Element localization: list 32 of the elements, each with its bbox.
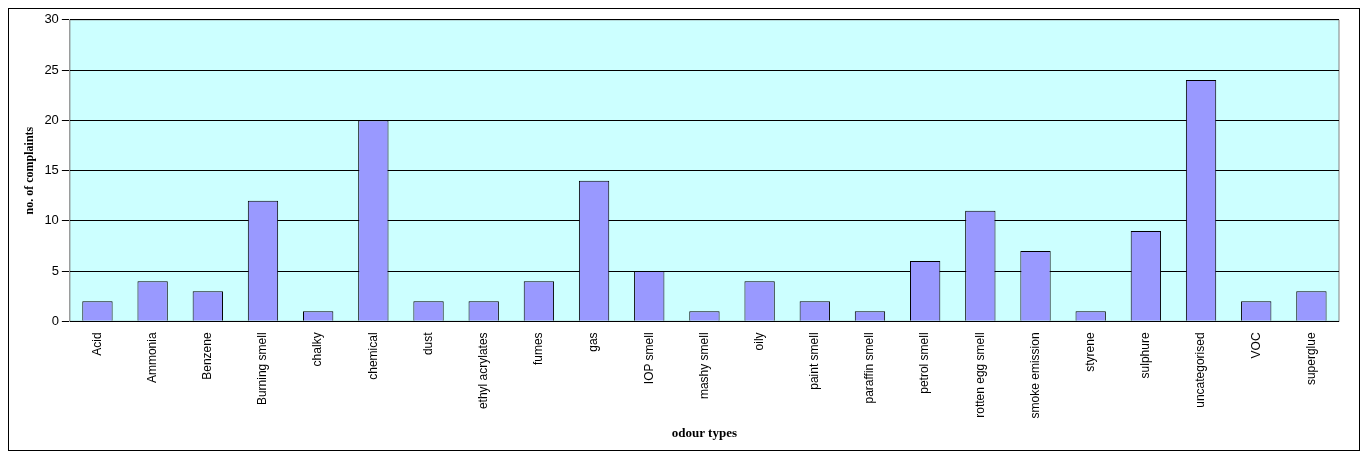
x-tick-label: dust [420,331,435,356]
x-tick-label: Acid [89,332,104,356]
x-tick-label: fumes [531,332,546,366]
x-axis-title: odour types [671,424,737,440]
x-tick-label: gas [586,332,601,352]
y-tick-label: 20 [44,111,59,127]
y-tick-label: 0 [51,312,59,328]
x-tick-label: chalky [310,332,325,367]
x-tick-label: rotten egg smell [972,332,987,418]
x-tick-label: styrene [1083,332,1097,372]
x-tick-label: superglue [1303,332,1318,386]
x-tick-label: ethyl acrylates [476,332,491,410]
y-tick-label: 5 [51,262,59,278]
x-tick-label: paint smell [807,332,822,390]
x-tick-label: uncategorised [1193,332,1208,408]
x-tick-label: chemical [365,332,380,380]
x-tick-label: smoke emission [1027,332,1042,419]
x-tick-label: IOP smell [641,332,656,385]
x-tick-label: Benzene [200,332,215,380]
y-tick-label: 15 [44,162,59,178]
x-tick-label: sulphure [1138,332,1153,379]
x-tick-label: paraffin smell [862,332,877,404]
x-tick-label: VOC [1248,332,1263,359]
x-tick-label: oily [751,332,766,351]
x-tick-label: mashy smell [696,332,711,400]
y-axis-title: no. of complaints [22,126,37,215]
y-tick-label: 10 [44,212,59,228]
x-tick-label: Ammonia [144,332,159,384]
y-tick-label: 30 [44,11,59,27]
x-tick-label: petrol smell [917,332,932,394]
x-tick-label: Burning smell [255,332,270,406]
y-tick-label: 25 [44,61,59,77]
